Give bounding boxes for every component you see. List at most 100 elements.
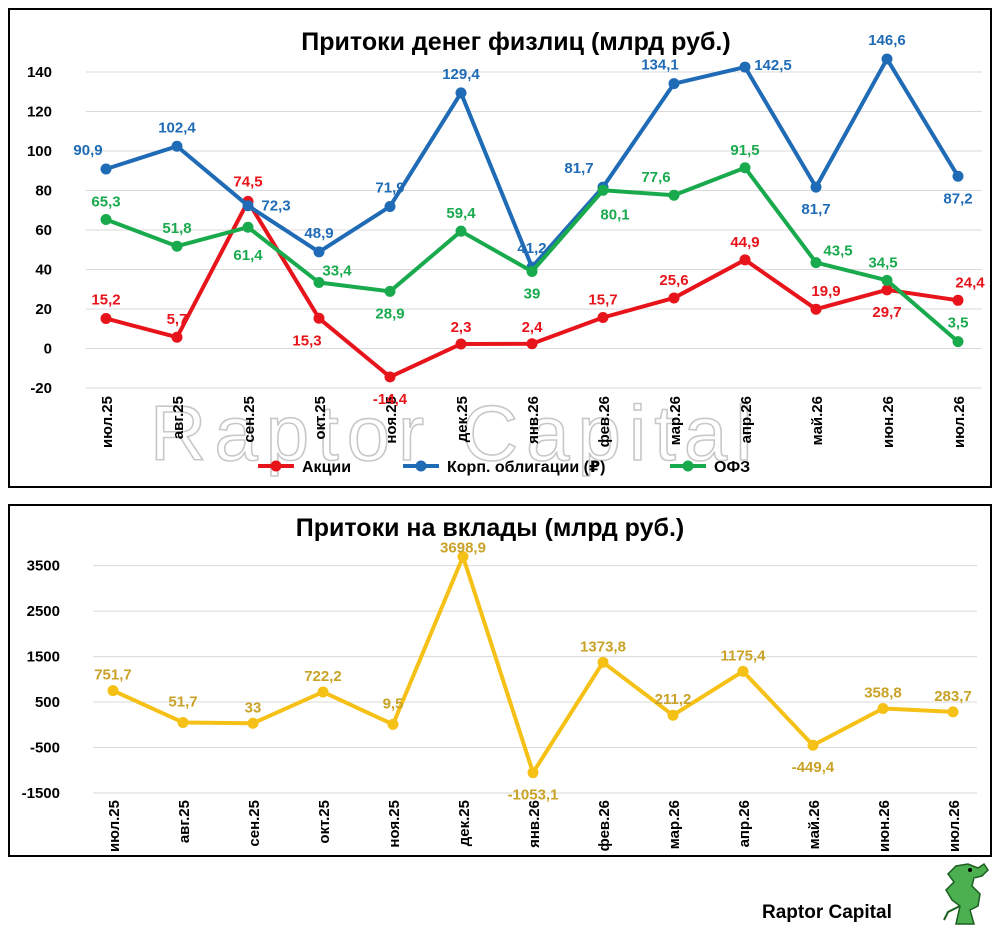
data-point bbox=[317, 686, 329, 698]
data-label: 65,3 bbox=[91, 194, 120, 211]
x-tick-label: июл.26 bbox=[951, 396, 968, 448]
retail-flows-chart: Raptor Capital Притоки денег физлиц (млрд… bbox=[27, 28, 985, 478]
legend-marker bbox=[270, 460, 282, 472]
chart-title: Притоки на вклады (млрд руб.) bbox=[296, 514, 684, 542]
data-label: 9,5 bbox=[383, 695, 404, 712]
data-label: 3,5 bbox=[948, 315, 969, 332]
data-point bbox=[597, 656, 609, 668]
data-label: -1053,1 bbox=[508, 787, 559, 804]
data-point bbox=[313, 246, 325, 258]
y-tick-label: 2500 bbox=[27, 603, 60, 620]
data-point bbox=[171, 140, 183, 152]
data-point bbox=[739, 61, 751, 73]
y-tick-label: 60 bbox=[35, 222, 52, 239]
y-tick-label: 80 bbox=[35, 183, 52, 200]
data-point bbox=[952, 294, 964, 306]
data-point bbox=[455, 225, 467, 237]
data-label: 3698,9 bbox=[440, 540, 486, 557]
data-label: 211,2 bbox=[655, 691, 692, 708]
data-point bbox=[877, 702, 889, 714]
data-label: 44,9 bbox=[730, 234, 759, 251]
data-label: 28,9 bbox=[375, 305, 404, 322]
legend-marker bbox=[682, 460, 694, 472]
x-tick-label: июл.25 bbox=[99, 396, 116, 448]
data-label: 129,4 bbox=[442, 66, 480, 83]
data-point bbox=[247, 717, 259, 729]
x-tick-label: ноя.25 bbox=[386, 800, 403, 848]
data-label: 5,7 bbox=[167, 311, 188, 328]
data-label: 77,6 bbox=[641, 169, 670, 186]
legend-label: Акции bbox=[302, 459, 351, 476]
data-point bbox=[455, 87, 467, 99]
data-point bbox=[313, 312, 325, 324]
series-line bbox=[105, 56, 960, 270]
data-point bbox=[384, 200, 396, 212]
data-point bbox=[171, 240, 183, 252]
data-label: 87,2 bbox=[943, 190, 972, 207]
data-label: 72,3 bbox=[261, 198, 290, 215]
deposits-chart: Притоки на вклады (млрд руб.) -1500 -500 50… bbox=[22, 514, 977, 852]
data-label: 81,7 bbox=[801, 201, 830, 218]
x-tick-label: дек.25 bbox=[456, 800, 473, 846]
y-tick-label: 500 bbox=[35, 694, 60, 711]
y-tick-label: 3500 bbox=[27, 558, 60, 575]
data-point bbox=[100, 312, 112, 324]
data-label: 25,6 bbox=[659, 272, 688, 289]
chart-title: Притоки денег физлиц (млрд руб.) bbox=[301, 28, 730, 56]
data-label: 134,1 bbox=[641, 57, 679, 74]
y-tick-label: 0 bbox=[44, 341, 52, 358]
x-tick-label: мар.26 bbox=[666, 800, 683, 849]
x-tick-label: июл.26 bbox=[946, 800, 963, 852]
x-tick-label: окт.25 bbox=[312, 396, 329, 440]
x-tick-label: авг.25 bbox=[170, 396, 187, 439]
data-point bbox=[177, 716, 189, 728]
data-label: 2,3 bbox=[451, 319, 472, 336]
data-point bbox=[527, 767, 539, 779]
legend-label: Корп. облигации (₽) bbox=[447, 459, 605, 476]
x-tick-label: дек.25 bbox=[454, 396, 471, 442]
data-label: 91,5 bbox=[730, 142, 759, 159]
x-tick-label: сен.25 bbox=[241, 396, 258, 443]
data-label: 71,9 bbox=[375, 179, 404, 196]
data-point bbox=[597, 311, 609, 323]
data-point bbox=[881, 274, 893, 286]
x-tick-label: апр.26 bbox=[738, 396, 755, 443]
data-point bbox=[881, 53, 893, 65]
data-label: 358,8 bbox=[864, 684, 902, 701]
data-point bbox=[455, 338, 467, 350]
x-tick-label: окт.25 bbox=[316, 800, 333, 844]
x-tick-label: фев.26 bbox=[596, 800, 613, 851]
data-point bbox=[739, 162, 751, 174]
x-tick-label: сен.25 bbox=[246, 800, 263, 847]
data-label: 19,9 bbox=[811, 283, 840, 300]
x-tick-label: май.26 bbox=[806, 800, 823, 849]
brand-name: Raptor Capital bbox=[762, 902, 892, 923]
data-label: 751,7 bbox=[94, 667, 132, 684]
y-tick-label: 1500 bbox=[27, 649, 60, 666]
y-tick-label: 40 bbox=[35, 262, 52, 279]
data-point bbox=[171, 331, 183, 343]
data-point bbox=[810, 181, 822, 193]
x-tick-label: авг.25 bbox=[176, 800, 193, 843]
data-point bbox=[526, 338, 538, 350]
x-tick-label: ноя.25 bbox=[383, 396, 400, 444]
data-label: 33 bbox=[245, 699, 262, 716]
x-tick-label: мар.26 bbox=[667, 396, 684, 445]
data-label: 33,4 bbox=[322, 263, 352, 280]
data-label: 59,4 bbox=[446, 205, 476, 222]
data-label: 51,7 bbox=[168, 693, 197, 710]
watermark: Raptor Capital bbox=[150, 389, 761, 477]
data-label: -449,4 bbox=[792, 759, 835, 776]
data-label: 1373,8 bbox=[580, 638, 626, 655]
x-tick-label: фев.26 bbox=[596, 396, 613, 447]
data-label: 41,2 bbox=[517, 240, 546, 257]
data-label: 15,2 bbox=[91, 291, 120, 308]
data-point bbox=[384, 285, 396, 297]
data-point bbox=[739, 254, 751, 266]
data-label: 146,6 bbox=[868, 32, 906, 49]
data-label: 80,1 bbox=[600, 206, 629, 223]
data-label: 1175,4 bbox=[720, 647, 766, 664]
data-point bbox=[384, 371, 396, 383]
data-label: 39 bbox=[524, 285, 541, 302]
x-tick-label: май.26 bbox=[809, 396, 826, 445]
